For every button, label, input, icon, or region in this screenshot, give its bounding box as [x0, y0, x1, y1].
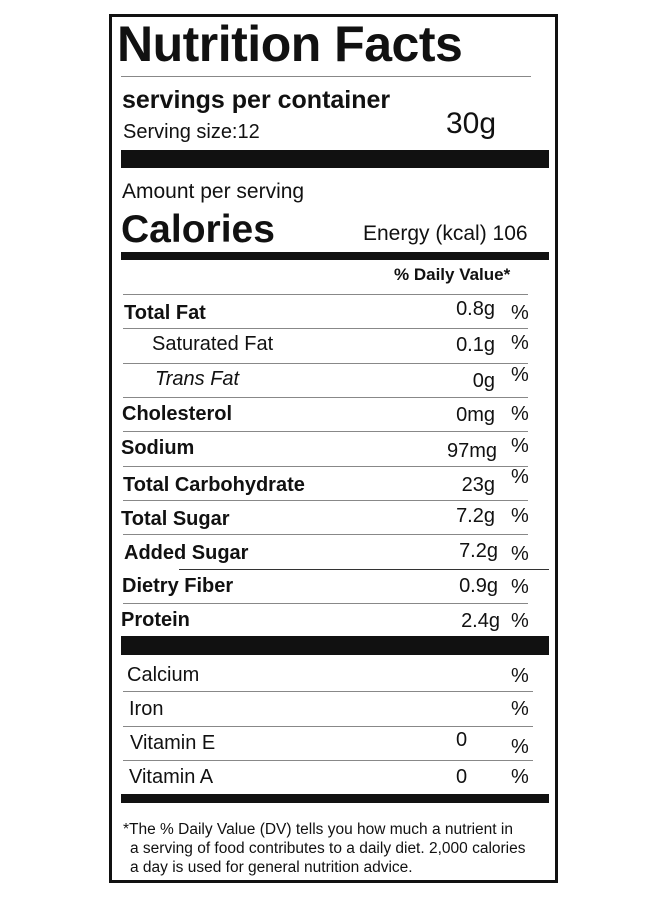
nutrient-amount: 0.9g — [459, 575, 498, 597]
nutrient-name: Sodium — [121, 437, 195, 459]
daily-value-header: % Daily Value* — [394, 265, 511, 284]
amount-per-serving: Amount per serving — [122, 180, 305, 203]
nutrient-amount: 97mg — [446, 440, 497, 462]
calories-label: Calories — [121, 208, 275, 251]
vitamin-pct: % — [511, 698, 529, 720]
divider — [179, 569, 549, 570]
medium-divider — [121, 252, 549, 260]
nutrient-pct: % — [511, 543, 529, 565]
divider — [123, 328, 528, 329]
footnote: *The % Daily Value (DV) tells you how mu… — [123, 820, 526, 877]
footnote-line: a serving of food contributes to a daily… — [130, 840, 526, 857]
label-title: Nutrition Facts — [117, 16, 463, 72]
thick-divider — [121, 636, 549, 655]
divider — [123, 500, 528, 501]
divider — [123, 603, 528, 604]
vitamin-pct: % — [511, 736, 529, 758]
divider — [123, 726, 533, 727]
vitamin-name: Iron — [129, 698, 164, 720]
nutrient-amount: 0.1g — [456, 334, 495, 356]
nutrient-amount: 0.8g — [456, 298, 495, 320]
medium-divider — [121, 794, 549, 803]
divider — [121, 76, 531, 77]
vitamin-name: Vitamin E — [130, 732, 216, 754]
footnote-line: *The % Daily Value (DV) tells you how mu… — [123, 821, 513, 838]
nutrient-amount: 7.2g — [459, 540, 498, 562]
nutrient-pct: % — [511, 466, 529, 488]
divider — [123, 397, 528, 398]
nutrient-amount: 23g — [461, 474, 495, 496]
divider — [123, 466, 528, 467]
nutrient-amount: 0g — [472, 370, 495, 392]
servings-per-container: servings per container — [122, 86, 391, 114]
vitamin-name: Vitamin A — [129, 766, 214, 788]
nutrient-name: Dietry Fiber — [122, 575, 234, 597]
vitamin-amount: 0 — [456, 766, 468, 788]
vitamin-pct: % — [511, 665, 529, 687]
divider — [123, 294, 528, 295]
nutrient-name: Added Sugar — [124, 542, 249, 564]
nutrient-name: Cholesterol — [122, 403, 233, 425]
nutrient-amount: 2.4g — [461, 610, 500, 632]
nutrient-amount: 0mg — [456, 404, 495, 426]
nutrient-pct: % — [511, 435, 529, 457]
thick-divider — [121, 150, 549, 168]
divider — [123, 431, 528, 432]
nutrient-pct: % — [511, 332, 529, 354]
vitamin-pct: % — [511, 766, 529, 788]
energy-value: Energy (kcal) 106 — [363, 222, 528, 245]
footnote-line: a day is used for general nutrition advi… — [130, 859, 413, 876]
vitamin-amount: 0 — [456, 729, 468, 751]
divider — [123, 760, 533, 761]
nutrient-pct: % — [511, 610, 529, 632]
nutrient-name: Saturated Fat — [152, 333, 274, 355]
serving-size-label: Serving size:12 — [123, 121, 260, 143]
nutrient-pct: % — [511, 576, 529, 598]
nutrient-name: Total Carbohydrate — [123, 474, 305, 496]
divider — [123, 363, 528, 364]
nutrient-pct: % — [511, 364, 529, 386]
divider — [123, 534, 528, 535]
nutrient-pct: % — [511, 505, 529, 527]
divider — [123, 691, 533, 692]
nutrient-name: Total Fat — [124, 302, 206, 324]
nutrient-name: Protein — [121, 609, 190, 631]
nutrient-pct: % — [511, 302, 529, 324]
nutrient-name: Total Sugar — [121, 508, 230, 530]
nutrient-amount: 7.2g — [456, 505, 495, 527]
nutrient-name: Trans Fat — [155, 368, 240, 390]
vitamin-name: Calcium — [127, 664, 200, 686]
nutrient-pct: % — [511, 403, 529, 425]
serving-size-value: 30g — [446, 107, 497, 140]
